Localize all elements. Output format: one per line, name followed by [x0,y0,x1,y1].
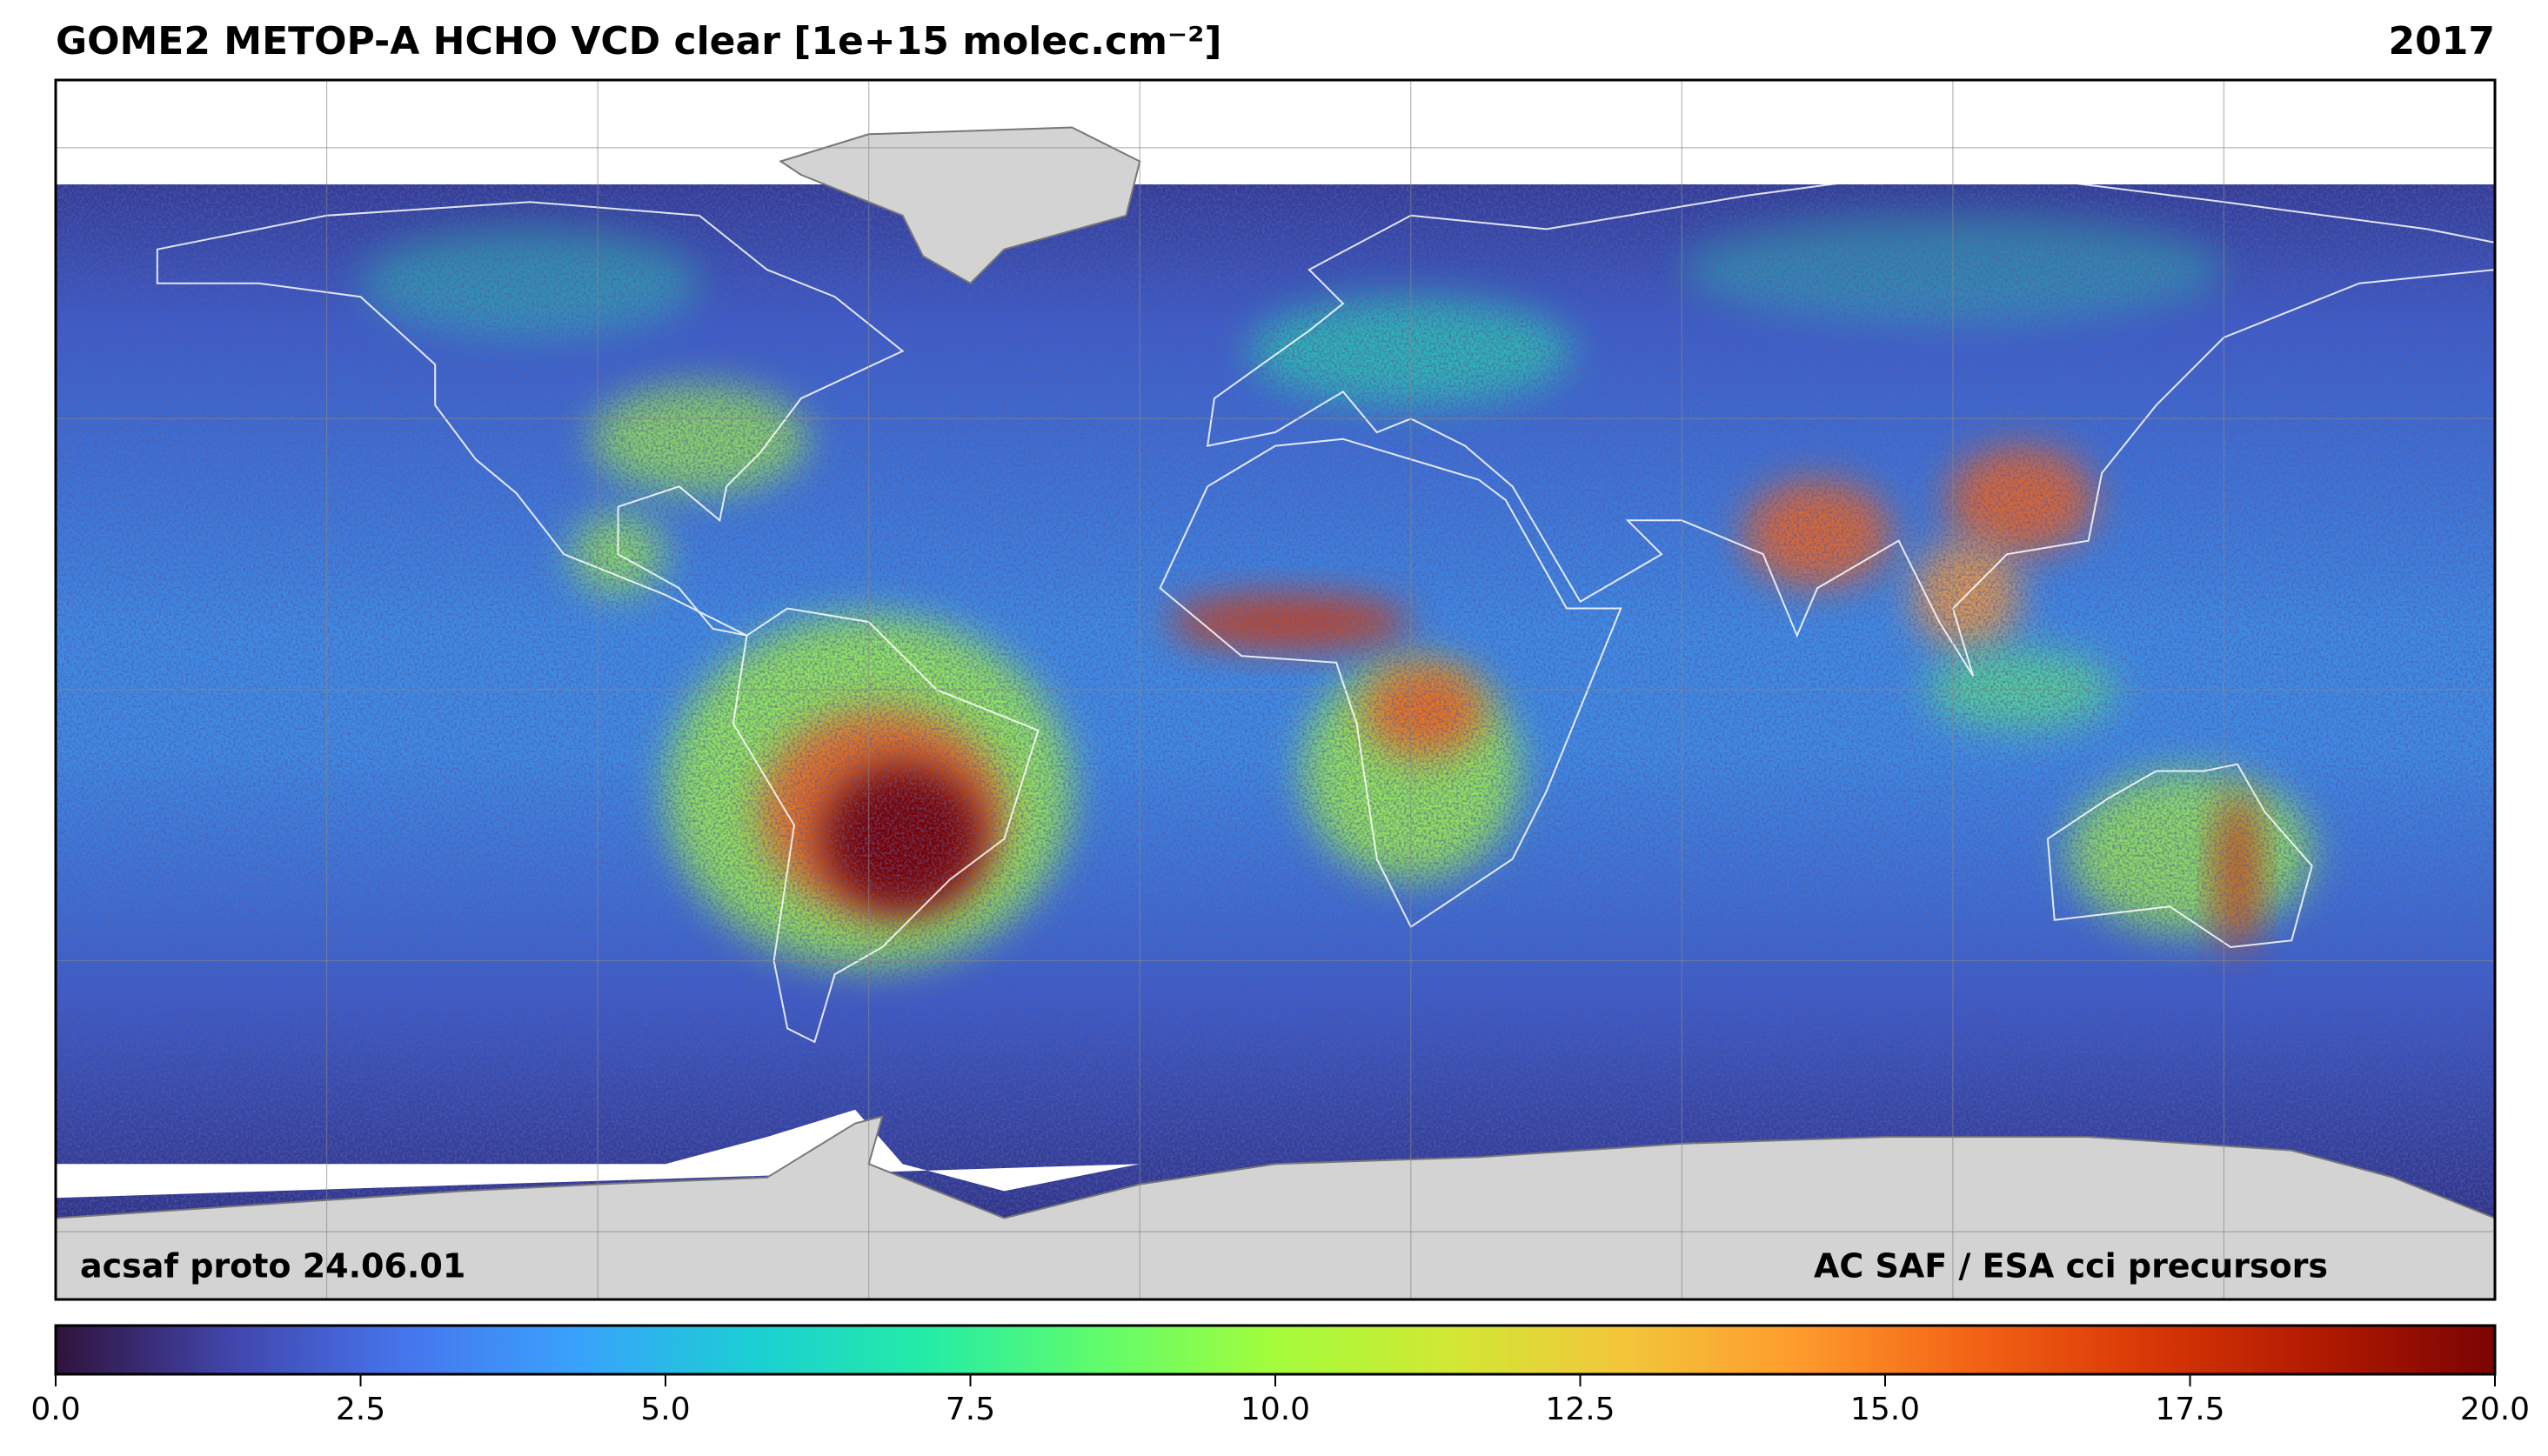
year: 2017 [2389,19,2495,63]
colorbar-tick-label: 10.0 [1241,1392,1310,1427]
colorbar-tick-label: 20.0 [2460,1392,2530,1427]
colorbar-tick-label: 17.5 [2155,1392,2224,1427]
colorbar-tick-label: 7.5 [946,1392,995,1427]
land [56,126,2495,1299]
annotation: acsaf proto 24.06.01 [80,1247,465,1286]
map-title: GOME2 METOP-A HCHO VCD clear [1e+15 mole… [56,19,1222,63]
colorbar-ticks: 0.0 2.5 5.0 7.5 10.0 12.5 15.0 17.5 20.0 [30,1374,2530,1427]
colorbar-tick-label: 12.5 [1545,1392,1615,1427]
continent-outline [2046,763,2313,949]
no-data [56,80,2495,184]
colorbar-tick-label: 15.0 [1850,1392,1920,1427]
antarctica [56,1115,2495,1299]
continent-outline [1159,437,1622,929]
colorbar-tick-label: 0.0 [30,1392,80,1427]
annotation: AC SAF / ESA cci precursors [1814,1247,2328,1286]
graticule [56,80,2495,1299]
continent-outline [732,607,1040,1044]
colorbar [54,1324,2497,1376]
continent-outline [1206,167,2495,677]
colorbar-tick-label: 2.5 [336,1392,385,1427]
map-frame [54,78,2497,1301]
colorbar-tick-label: 5.0 [640,1392,690,1427]
map [56,80,2495,1299]
continent-outline [156,201,905,637]
